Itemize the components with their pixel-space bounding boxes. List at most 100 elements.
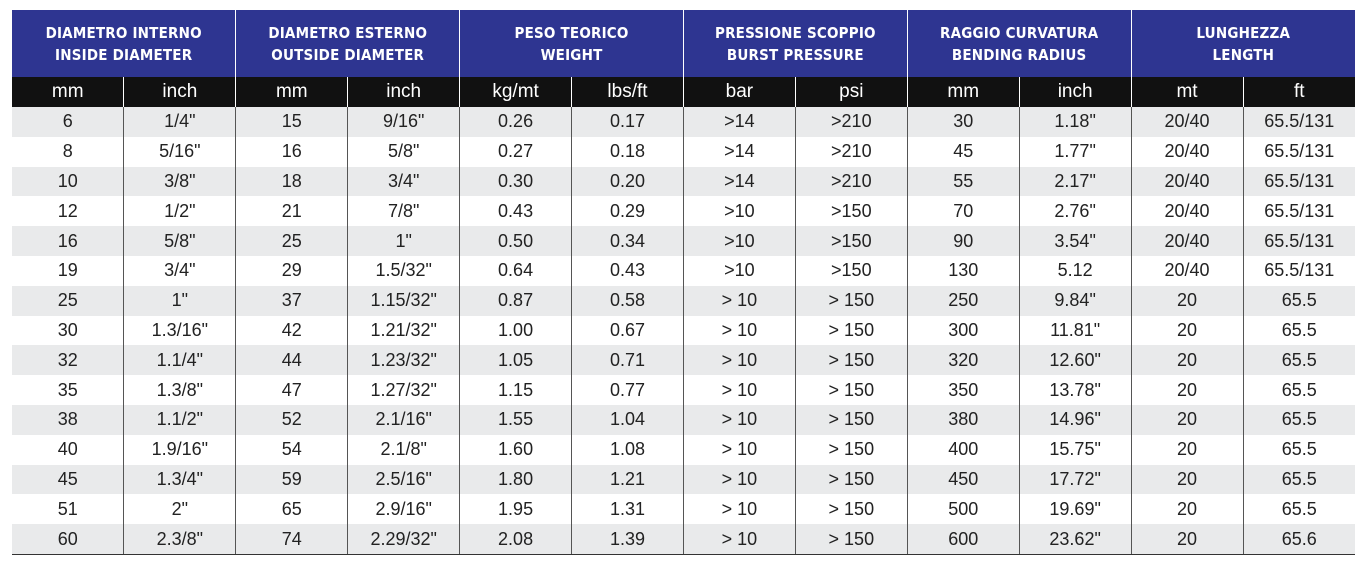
table-cell: 2.9/16" [347,494,461,525]
table-cell: 1.18" [1018,107,1132,137]
table-cell: 20 [1130,404,1244,435]
table-row: 16 5/8" 25 1" 0.50 0.34 >10 >150 90 3.54" 20/40 65.… [12,226,1355,256]
table-body: 6 1/4" 15 9/16" 0.26 0.17 >14 >210 30 1.18" 20/40 6… [12,107,1355,555]
table-cell: 65.5/131 [1242,226,1355,256]
table-cell: 1.80 [459,464,573,495]
table-cell: 1" [123,285,237,316]
table-cell: >14 [682,107,796,137]
table-cell: 29 [235,255,349,286]
table-cell: 1.23/32" [347,345,461,376]
table-cell: 15.75" [1018,434,1132,465]
table-cell: 1.9/16" [123,434,237,465]
table-cell: 65.5 [1242,464,1355,495]
table-cell: 5/8" [123,226,237,256]
table-cell: 20/40 [1130,255,1244,286]
table-row: 8 5/16" 16 5/8" 0.27 0.18 >14 >210 45 1.77" 20/40 6… [12,136,1355,167]
table-cell: >14 [682,136,796,167]
table-cell: 1.3/4" [123,464,237,495]
unit-header-cell: mt [1130,77,1244,107]
table-cell: 20 [1130,494,1244,525]
table-row: 38 1.1/2" 52 2.1/16" 1.55 1.04 > 10 > 150 380 14.… [12,404,1355,435]
table-cell: 1.08 [571,434,684,465]
table-cell: 0.43 [459,196,573,227]
table-row: 6 1/4" 15 9/16" 0.26 0.17 >14 >210 30 1.18" 20/40 6… [12,107,1355,137]
table-cell: 380 [906,404,1020,435]
table-cell: 65.5 [1242,345,1355,376]
table-cell: 1.95 [459,494,573,525]
table-cell: >150 [794,226,908,256]
table-cell: 300 [906,315,1020,346]
table-cell: 3/4" [123,255,237,286]
unit-header-cell: mm [12,77,125,107]
table-cell: 60 [12,524,125,555]
group-title-en: INSIDE DIAMETER [55,45,193,64]
table-row: 12 1/2" 21 7/8" 0.43 0.29 >10 >150 70 2.76" 20/40 6… [12,196,1355,227]
table-cell: 19.69" [1018,494,1132,525]
table-cell: > 10 [682,345,796,376]
table-cell: 37 [235,285,349,316]
table-cell: 15 [235,107,349,137]
table-cell: 65.5 [1242,375,1355,405]
table-cell: > 150 [794,285,908,316]
table-cell: 45 [12,464,125,495]
group-header-outside-diameter: DIAMETRO ESTERNO OUTSIDE DIAMETER [235,10,461,77]
table-cell: 1.1/4" [123,345,237,376]
table-row: 30 1.3/16" 42 1.21/32" 1.00 0.67 > 10 > 150 300 1… [12,315,1355,346]
group-title-it: DIAMETRO ESTERNO [268,23,428,42]
table-cell: 65.5 [1242,434,1355,465]
table-cell: 2.1/8" [347,434,461,465]
table-cell: 65.5 [1242,404,1355,435]
table-cell: 500 [906,494,1020,525]
table-cell: 450 [906,464,1020,495]
group-header-length: LUNGHEZZA LENGTH [1130,10,1355,77]
table-cell: > 10 [682,434,796,465]
table-cell: 20/40 [1130,226,1244,256]
table-cell: > 10 [682,494,796,525]
table-cell: 74 [235,524,349,555]
table-cell: 20/40 [1130,166,1244,197]
group-title-it: PRESSIONE SCOPPIO [715,23,876,42]
table-cell: 19 [12,255,125,286]
group-title-en: BURST PRESSURE [726,45,864,64]
table-cell: 13.78" [1018,375,1132,405]
table-cell: 0.20 [571,166,684,197]
table-cell: > 10 [682,285,796,316]
table-cell: 45 [906,136,1020,167]
table-cell: 0.87 [459,285,573,316]
unit-header-cell: psi [794,77,908,107]
table-cell: > 10 [682,404,796,435]
table-cell: 23.62" [1018,524,1132,555]
table-cell: 0.58 [571,285,684,316]
table-cell: 1.77" [1018,136,1132,167]
table-cell: 1.39 [571,524,684,555]
table-cell: 0.17 [571,107,684,137]
group-header-inside-diameter: DIAMETRO INTERNO INSIDE DIAMETER [12,10,237,77]
table-cell: 40 [12,434,125,465]
group-title-it: PESO TEORICO [514,23,629,42]
table-cell: 0.64 [459,255,573,286]
table-cell: 20 [1130,434,1244,465]
table-cell: > 150 [794,524,908,555]
table-cell: 16 [235,136,349,167]
hose-spec-table: DIAMETRO INTERNO INSIDE DIAMETER DIAMETR… [12,10,1355,555]
table-cell: 1.5/32" [347,255,461,286]
unit-header-cell: mm [235,77,349,107]
table-cell: 10 [12,166,125,197]
table-cell: 1.3/8" [123,375,237,405]
table-cell: 0.34 [571,226,684,256]
table-cell: > 150 [794,315,908,346]
table-cell: 52 [235,404,349,435]
table-cell: 35 [12,375,125,405]
table-cell: 51 [12,494,125,525]
table-row: 25 1" 37 1.15/32" 0.87 0.58 > 10 > 150 250 9.84" 2… [12,285,1355,316]
table-cell: 250 [906,285,1020,316]
table-cell: 2" [123,494,237,525]
table-cell: 1.60 [459,434,573,465]
group-title-it: DIAMETRO INTERNO [45,23,202,42]
table-cell: > 10 [682,375,796,405]
unit-header-row: mm inch mm inch kg/mt lbs/ft bar psi mm inch mt ft [12,77,1355,107]
table-cell: 1" [347,226,461,256]
unit-header-cell: inch [347,77,461,107]
table-cell: 20 [1130,285,1244,316]
table-cell: 25 [12,285,125,316]
